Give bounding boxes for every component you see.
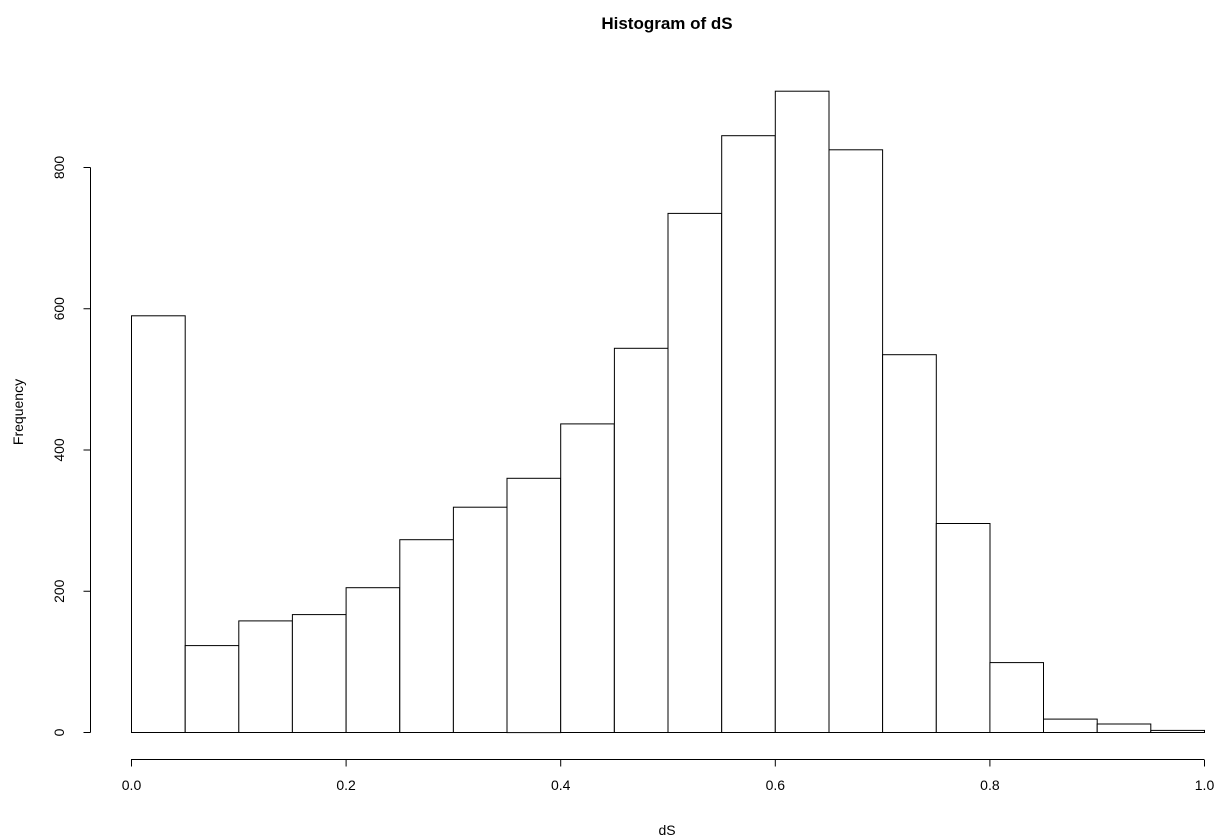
x-tick-label: 0.8 (980, 777, 1000, 793)
histogram-bar (1150, 729, 1206, 734)
x-tick-label: 0.4 (551, 777, 571, 793)
histogram-bar (291, 614, 347, 733)
histogram-bar (560, 423, 615, 733)
y-axis: 0 200 400 600 800 (51, 156, 91, 736)
x-tick-label: 0.2 (336, 777, 356, 793)
histogram-bar (1096, 723, 1152, 733)
histogram-bar (131, 315, 186, 733)
histogram-bar (184, 645, 240, 733)
x-tick-label: 0.0 (122, 777, 142, 793)
x-tick-label: 0.6 (766, 777, 786, 793)
y-tick-label: 400 (51, 438, 67, 462)
chart-title: Histogram of dS (601, 14, 732, 33)
histogram-bar (399, 539, 454, 734)
histogram-bar (238, 620, 293, 734)
y-tick-label: 0 (51, 728, 67, 736)
y-axis-label: Frequency (10, 379, 26, 445)
x-axis: 0.0 0.2 0.4 0.6 0.8 1.0 (122, 759, 1215, 793)
y-tick-label: 600 (51, 297, 67, 321)
histogram-bar (774, 90, 830, 733)
histogram-bar (345, 587, 401, 734)
histogram-bar (613, 347, 669, 733)
histogram-bar (506, 477, 562, 734)
y-tick-label: 800 (51, 156, 67, 180)
histogram-bar (452, 506, 508, 734)
histogram-bar (882, 354, 937, 733)
histogram-bar (828, 149, 884, 734)
x-tick-label: 1.0 (1195, 777, 1215, 793)
x-axis-label: dS (658, 822, 675, 838)
histogram-bar (667, 212, 723, 733)
y-tick-label: 200 (51, 579, 67, 603)
histogram-bar (1043, 718, 1098, 733)
histogram-bar (989, 662, 1045, 733)
histogram-bar (721, 135, 776, 733)
bars-group (131, 90, 1206, 734)
histogram-bar (935, 523, 991, 733)
